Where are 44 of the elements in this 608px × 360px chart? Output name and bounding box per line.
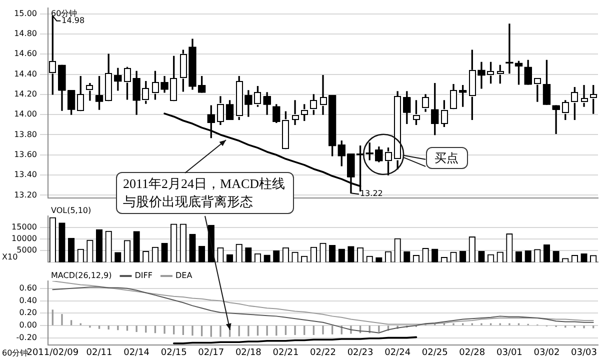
x-tick-label: 03/01 [496, 348, 522, 358]
y-tick-label: 10000 [12, 234, 37, 244]
legend-label: DIFF [134, 271, 153, 280]
y-tick-label: 14.80 [14, 29, 37, 38]
annotation: 14.98 [62, 16, 85, 25]
x-tick-label: 02/28 [459, 348, 486, 358]
y-tick-label: 15000 [12, 222, 37, 232]
x-tick-label: 02/17 [198, 348, 224, 358]
y-tick-label: 0.40 [19, 296, 37, 305]
y-tick-label: 15.00 [14, 8, 37, 18]
x-tick-label: 03/03 [571, 348, 597, 358]
y-tick-label: -0.20 [16, 332, 37, 342]
annotation: 2011年2月24日，MACD柱线与股价出现底背离形态 [116, 172, 294, 214]
annotation: 买点 [426, 147, 468, 170]
y-tick-label: 14.00 [14, 110, 37, 119]
text: VOL(5,10) [51, 206, 92, 216]
y-tick-label: 5000 [16, 246, 37, 255]
text: X10 [2, 252, 18, 262]
y-tick-label: 13.80 [14, 130, 37, 139]
y-tick-label: 0.20 [19, 308, 37, 318]
x-tick-label: 02/25 [422, 348, 448, 358]
x-tick-label: 02/18 [235, 348, 262, 358]
y-tick-label: 13.20 [14, 190, 37, 200]
y-tick-label: 14.20 [14, 90, 37, 99]
x-tick-label: 02/15 [160, 348, 187, 358]
y-tick-label: 14.40 [14, 69, 37, 78]
y-tick-label: 0.00 [19, 320, 37, 330]
x-tick-label: 03/02 [534, 348, 560, 358]
legend-label: DEA [175, 271, 193, 280]
x-tick-label: 02/21 [272, 348, 299, 358]
y-tick-label: 13.40 [14, 170, 37, 180]
text: 60分钟 [2, 348, 28, 358]
x-tick-label: 02/14 [124, 348, 150, 358]
annotation: 60分钟 [51, 8, 78, 18]
y-tick-label: 13.60 [14, 150, 37, 159]
x-tick-label: 02/11 [86, 348, 112, 358]
x-tick-label: 2011/02/09 [26, 348, 79, 358]
x-tick-label: 02/23 [347, 348, 374, 358]
y-tick-label: 14.60 [14, 49, 37, 58]
x-tick-label: 02/22 [310, 348, 336, 358]
legend-title: MACD(26,12,9) [51, 271, 112, 280]
annotation: 13.22 [360, 189, 383, 198]
y-tick-label: 0.60 [19, 283, 37, 292]
x-tick-label: 02/24 [384, 348, 411, 358]
